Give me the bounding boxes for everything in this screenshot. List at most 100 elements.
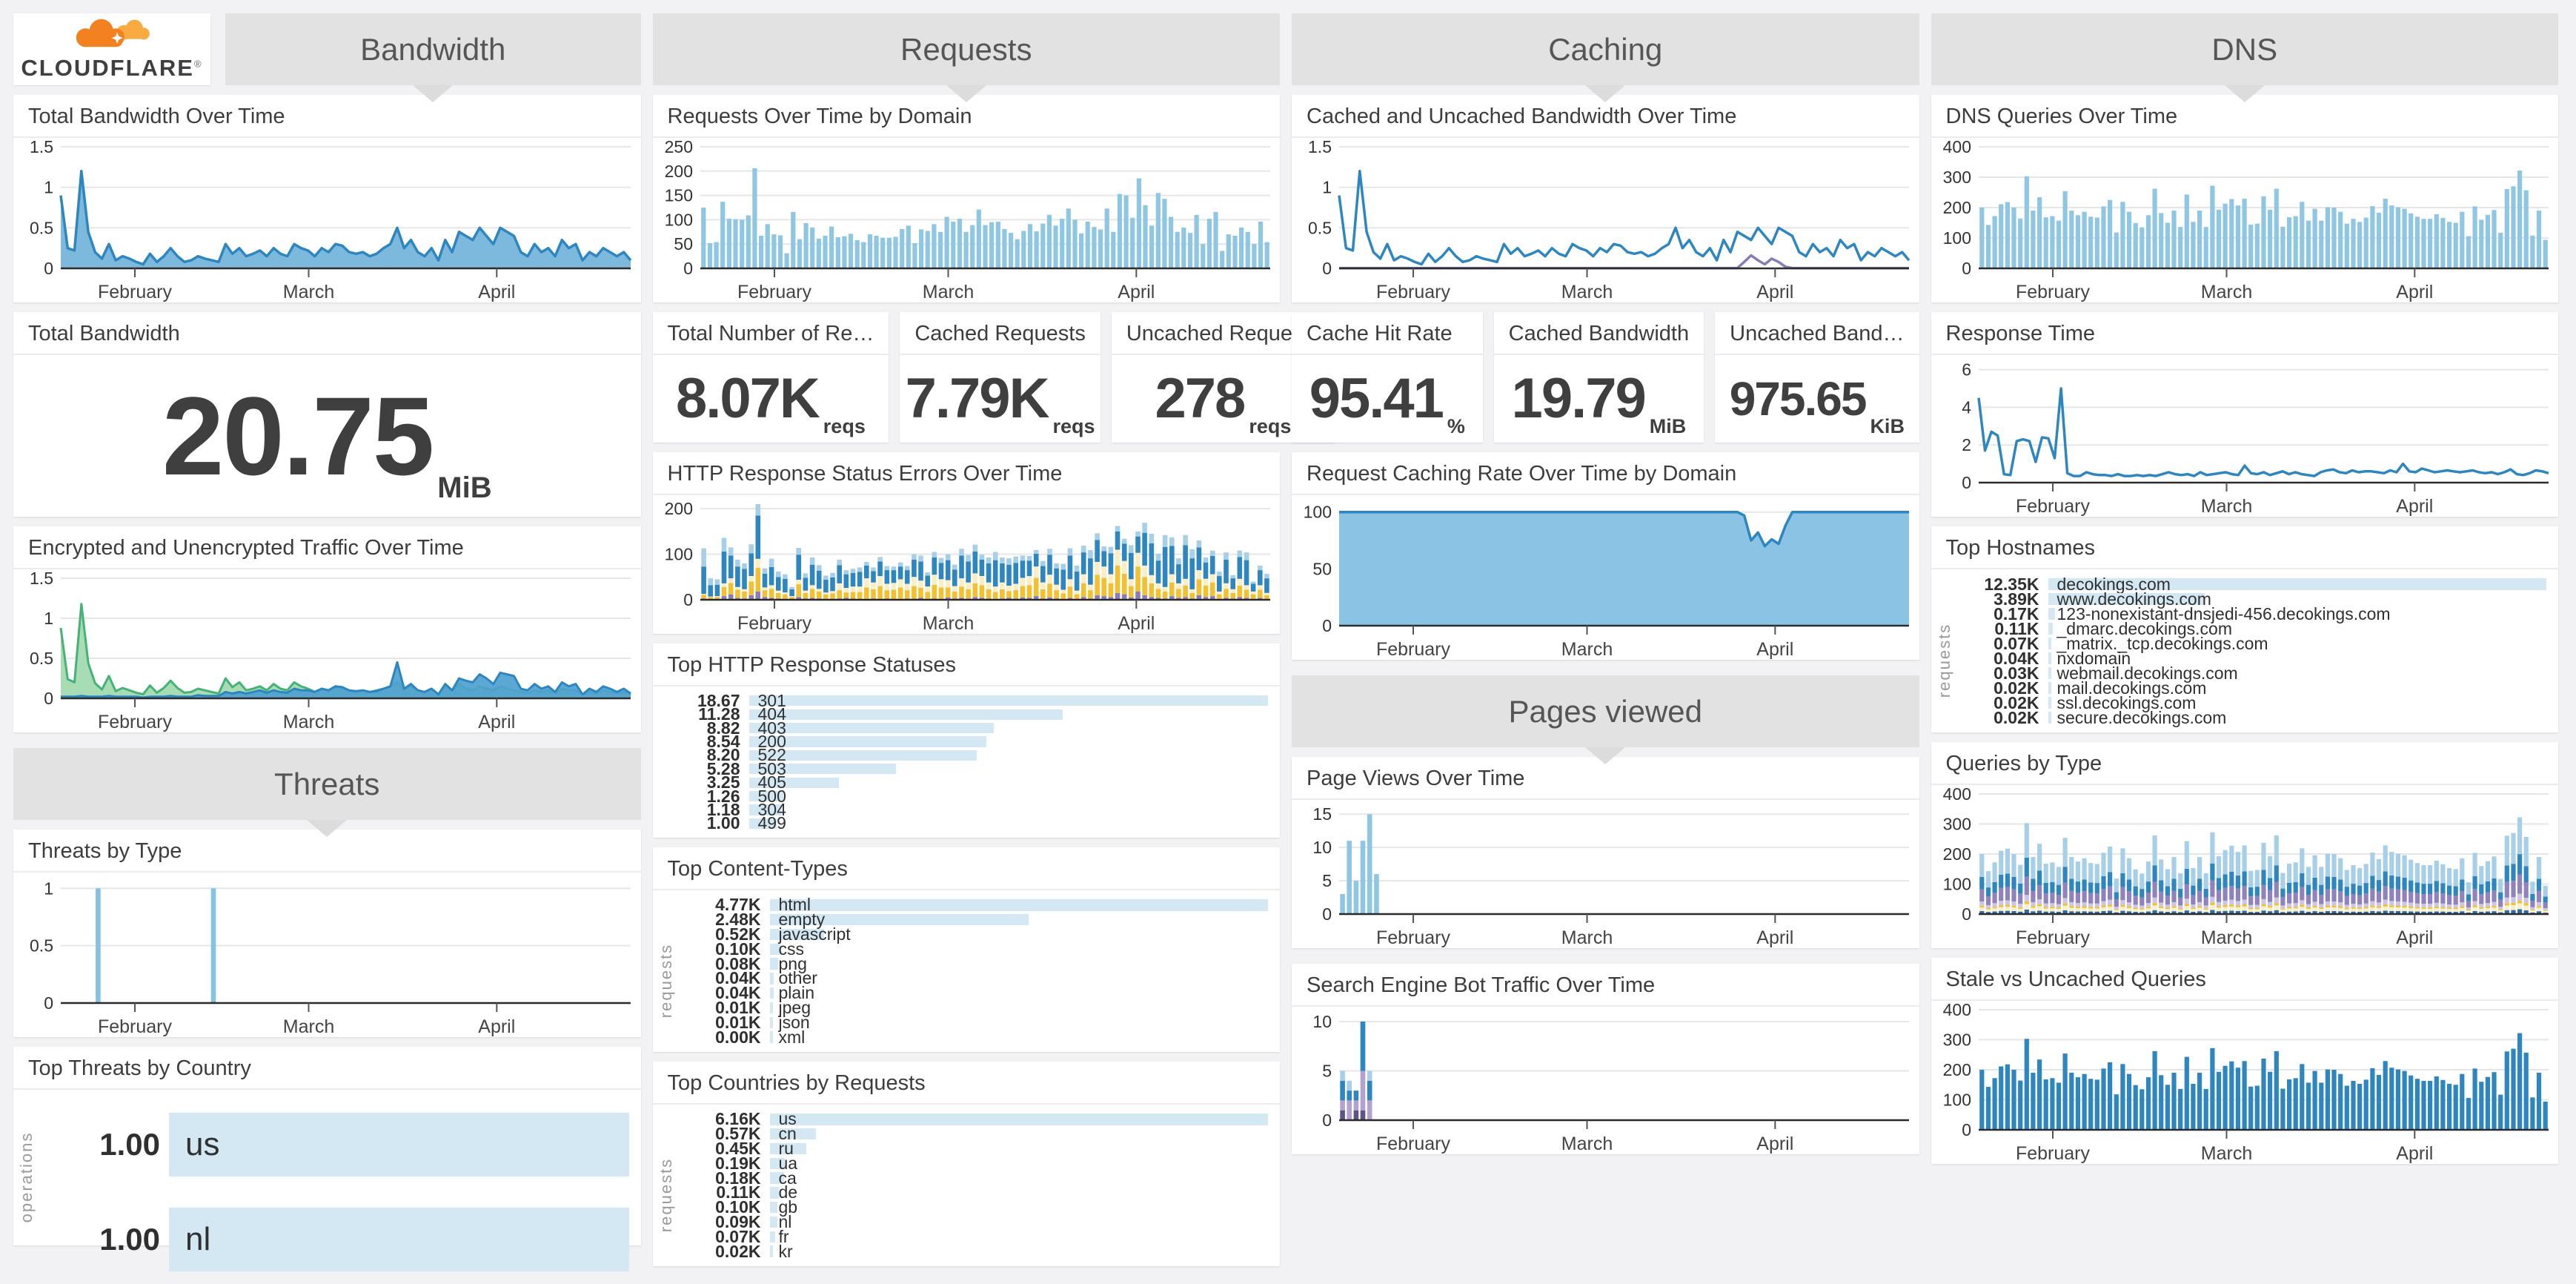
chart-encrypted-traffic: 0 0.5 1 1.5 February March April — [13, 569, 641, 732]
cloudflare-logo[interactable]: CLOUDFLARE® — [13, 13, 210, 85]
list-item-bar-track: png — [769, 954, 1269, 973]
svg-text:100: 100 — [664, 210, 692, 229]
svg-text:0: 0 — [1962, 259, 1971, 278]
list-item-label: 522 — [757, 745, 786, 765]
svg-text:5: 5 — [1322, 871, 1332, 890]
stat-value: 95.41% — [1292, 355, 1483, 443]
list-item-value: 0.45K — [715, 1139, 761, 1158]
svg-text:March: March — [283, 282, 334, 302]
list-item-label: nl — [185, 1221, 211, 1257]
list-item-bar-track: _matrix._tcp.decokings.com — [2048, 634, 2547, 653]
stat-unit: reqs — [1249, 415, 1292, 437]
svg-text:April: April — [1756, 282, 1793, 302]
list-item-bar — [2048, 652, 2052, 664]
svg-text:February: February — [1376, 1134, 1451, 1154]
list-item-value: 0.07K — [715, 1226, 761, 1246]
list-item-bar-track: _dmarc.decokings.com — [2048, 619, 2547, 638]
svg-text:10: 10 — [1312, 838, 1332, 857]
list-item: 11.28 404 — [662, 704, 1269, 724]
card-title: Total Bandwidth — [13, 312, 641, 355]
svg-text:300: 300 — [1942, 815, 1971, 834]
svg-text:0.5: 0.5 — [30, 649, 53, 668]
list-item-value: 0.11K — [1994, 618, 2039, 638]
list-item-bar-track: css — [769, 939, 1269, 959]
chart-response-time: 0 2 4 6 February March April — [1931, 355, 2559, 517]
svg-text:March: March — [283, 712, 334, 732]
list-item-bar-track: webmail.decokings.com — [2048, 663, 2547, 683]
list-item-value: 1.26 — [706, 786, 740, 806]
svg-text:April: April — [1756, 927, 1793, 948]
list-item-label: kr — [778, 1241, 793, 1261]
svg-text:1: 1 — [1322, 178, 1332, 197]
list-item-bar — [748, 709, 1063, 720]
svg-text:0: 0 — [1322, 1111, 1332, 1130]
card-threats-by-type: Threats by Type 0 0.5 1 February March April — [13, 830, 641, 1037]
chart-cached-uncached-bandwidth: 0 0.5 1 1.5 February March April — [1292, 138, 1919, 302]
list-item-value: 0.07K — [1994, 633, 2039, 653]
list-item: 8.82 403 — [662, 718, 1269, 738]
list-item: 8.20 522 — [662, 745, 1269, 764]
card-title: Threats by Type — [13, 830, 641, 873]
svg-text:March: March — [2200, 927, 2251, 948]
list-item-label: 500 — [757, 786, 786, 806]
list-item-label: secure.decokings.com — [2057, 707, 2227, 727]
list-item-value: 0.09K — [715, 1211, 761, 1231]
svg-text:February: February — [98, 282, 173, 302]
list-item-bar — [748, 764, 896, 775]
svg-text:February: February — [1376, 639, 1451, 660]
svg-text:April: April — [2396, 1143, 2433, 1164]
card-title: Top Content-Types — [652, 847, 1280, 890]
list-axis-label: requests — [656, 1157, 675, 1233]
svg-text:0: 0 — [44, 993, 53, 1013]
svg-text:200: 200 — [664, 162, 692, 181]
list-item-value: 8.54 — [706, 731, 740, 751]
list-item-bar — [748, 804, 782, 815]
list-item-label: decokings.com — [2057, 574, 2171, 594]
chart-http-errors: 0 100 200 February March April — [653, 495, 1281, 634]
card-response-time: Response Time 0 2 4 6 February March April — [1931, 312, 2559, 517]
card-http-errors: HTTP Response Status Errors Over Time 0 1… — [652, 452, 1281, 634]
column-requests: Requests Requests Over Time by Domain 0 5… — [652, 13, 1335, 1284]
caching-stats-row: Cache Hit Rate 95.41% Cached Bandwidth 1… — [1292, 312, 1919, 443]
list-item-bar-track: ua — [769, 1154, 1269, 1173]
list-item: 0.02K secure.decokings.com — [1961, 707, 2547, 727]
stat-number: 8.07K — [675, 367, 820, 430]
list-item: 2.48K empty — [683, 910, 1269, 929]
list-item-bar — [769, 1142, 806, 1155]
bandwidth-header-row: CLOUDFLARE® Bandwidth — [13, 13, 641, 102]
list-item-bar-track: decokings.com — [2048, 575, 2546, 594]
card-top-hostnames: Top Hostnames requests 12.35K decokings.co… — [1931, 526, 2558, 732]
list-item-bar — [769, 958, 778, 970]
svg-text:4: 4 — [1962, 397, 1971, 417]
list-item-label: nl — [778, 1211, 792, 1231]
list-item: 1.26 500 — [662, 787, 1269, 806]
svg-text:April: April — [1756, 1134, 1793, 1154]
list-item-bar — [748, 722, 995, 734]
card-title: Uncached Requests — [1111, 312, 1335, 355]
stat-value: 19.79 MiB — [1494, 355, 1704, 443]
chart-queries-by-type: 0 100 200 300 400 February March April — [1931, 785, 2559, 948]
list-item: 0.02K mail.decokings.com — [1961, 678, 2547, 698]
list-item-bar-track: 123-nonexistant-dnsjedi-456.decokings.co… — [2048, 603, 2547, 623]
list-item: 5.28 503 — [662, 759, 1269, 778]
list-item: 3.25 405 — [662, 772, 1269, 792]
svg-text:March: March — [922, 613, 973, 634]
chart-page-views: 0 5 10 15 February March April — [1292, 800, 1919, 948]
list-item-label: other — [778, 968, 817, 988]
card-title: Queries by Type — [1931, 742, 2558, 785]
svg-text:300: 300 — [1942, 168, 1971, 187]
list-item-bar — [769, 1231, 775, 1242]
list-item: 0.01K jpeg — [683, 998, 1269, 1017]
list-item-bar-track: 301 — [748, 691, 1268, 710]
list-item-label: 123-nonexistant-dnsjedi-456.decokings.co… — [2057, 603, 2391, 623]
svg-text:March: March — [1561, 927, 1613, 948]
svg-text:February: February — [98, 712, 173, 732]
section-header-dns: DNS — [1931, 13, 2558, 102]
card-title: Cache Hit Rate — [1292, 312, 1483, 355]
svg-text:April: April — [2396, 927, 2433, 948]
list-item-label: 503 — [757, 758, 786, 778]
list-item-bar-track: nxdomain — [2048, 649, 2547, 668]
svg-text:1: 1 — [44, 178, 53, 197]
list-item-bar-track: ru — [769, 1139, 1269, 1158]
stat-unit: % — [1447, 415, 1465, 437]
